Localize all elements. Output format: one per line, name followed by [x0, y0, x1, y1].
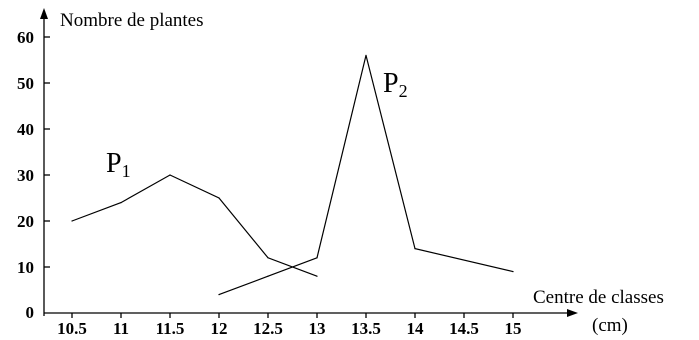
data-point-p1	[71, 220, 73, 222]
data-point-p1	[169, 174, 171, 176]
data-point-p1	[316, 275, 318, 277]
x-tick-label: 15	[505, 319, 522, 338]
x-tick-label: 13.5	[351, 319, 381, 338]
y-axis-arrow	[40, 8, 48, 19]
series-label-p1-sub: 1	[122, 161, 131, 181]
series-label-p2-name: P	[383, 68, 399, 99]
y-tick-label: 60	[17, 28, 34, 47]
x-tick-label: 11	[113, 319, 129, 338]
series-label-p2-sub: 2	[399, 81, 408, 101]
x-tick-label: 14.5	[449, 319, 479, 338]
data-point-p2	[512, 271, 514, 273]
series-label-p1-name: P	[106, 148, 122, 179]
x-axis-label-line1: Centre de classes	[533, 287, 664, 308]
y-axis-label: Nombre de plantes	[60, 10, 204, 31]
y-tick-label: 20	[17, 212, 34, 231]
data-point-p2	[316, 257, 318, 259]
x-axis-arrow	[567, 309, 578, 317]
x-tick-group: 10.5 11 11.5 12 12.5 13 13.5 14 14.5 15	[57, 313, 522, 338]
y-tick-label: 50	[17, 74, 34, 93]
y-tick-label: 10	[17, 258, 34, 277]
x-tick-label: 11.5	[156, 319, 185, 338]
series-label-p1: P1	[106, 148, 131, 181]
series-group	[71, 54, 514, 296]
series-line-p2	[218, 55, 514, 296]
data-point-p2	[414, 248, 416, 250]
series-label-p2: P2	[383, 68, 408, 101]
x-tick-label: 10.5	[57, 319, 87, 338]
series-line-p1	[71, 174, 318, 277]
data-point-p2	[267, 275, 269, 277]
y-tick-label: 30	[17, 166, 34, 185]
x-tick-label: 14	[407, 319, 425, 338]
data-point-p2	[218, 294, 220, 296]
x-tick-label: 12.5	[253, 319, 283, 338]
data-point-p1	[267, 257, 269, 259]
x-axis-label-line2: (cm)	[592, 315, 628, 336]
data-point-p2	[365, 54, 367, 57]
y-tick-label: 40	[17, 120, 34, 139]
x-tick-label: 13	[309, 319, 326, 338]
y-tick-group: 0 10 20 30 40 50 60	[17, 28, 50, 322]
y-tick-label: 0	[26, 303, 35, 322]
x-tick-label: 12	[211, 319, 228, 338]
data-point-p1	[218, 197, 220, 199]
data-point-p1	[120, 202, 122, 204]
